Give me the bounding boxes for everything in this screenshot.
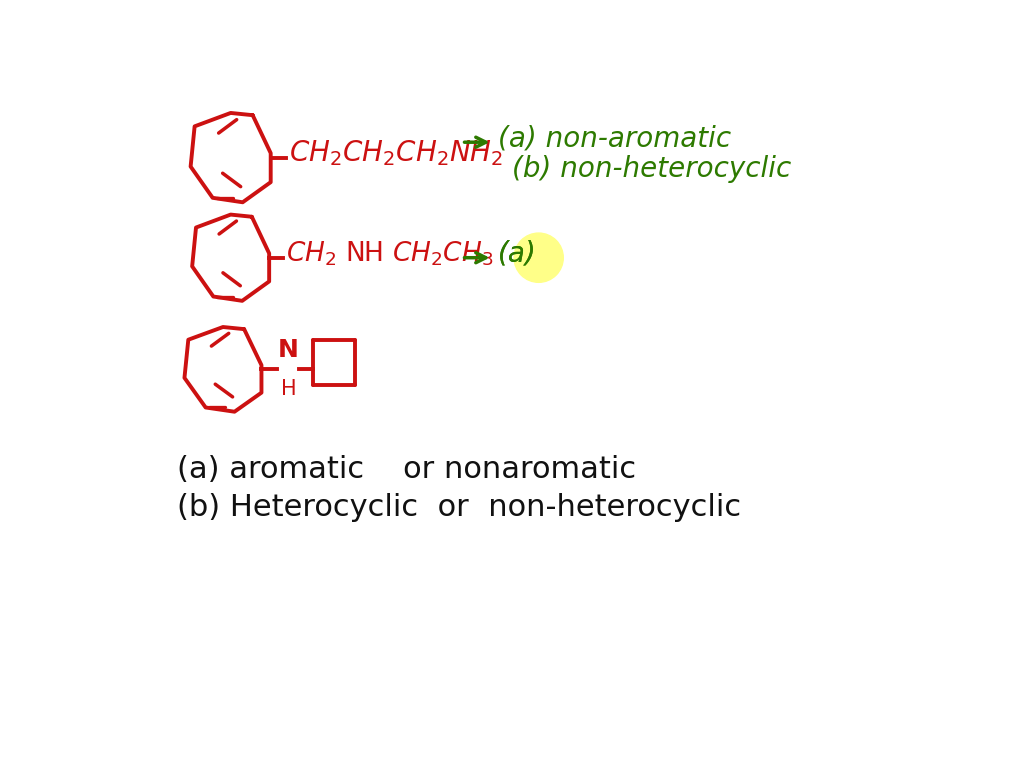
Text: $\mathit{CH_2}$ NH $\mathit{CH_2CH_3}$: $\mathit{CH_2}$ NH $\mathit{CH_2CH_3}$ — [286, 240, 494, 268]
Circle shape — [514, 233, 563, 283]
Text: $\mathit{CH_2CH_2CH_2NH_2}$: $\mathit{CH_2CH_2CH_2NH_2}$ — [289, 138, 504, 168]
Text: (a) aromatic    or nonaromatic: (a) aromatic or nonaromatic — [177, 455, 636, 484]
Text: (b) non-heterocyclic: (b) non-heterocyclic — [512, 155, 791, 183]
Text: (a): (a) — [498, 240, 537, 268]
Text: (b) Heterocyclic  or  non-heterocyclic: (b) Heterocyclic or non-heterocyclic — [177, 494, 741, 522]
Text: (a) non-aromatic: (a) non-aromatic — [498, 124, 731, 152]
Text: H: H — [281, 379, 296, 399]
Text: N: N — [278, 338, 299, 362]
Text: (a): (a) — [498, 240, 537, 268]
